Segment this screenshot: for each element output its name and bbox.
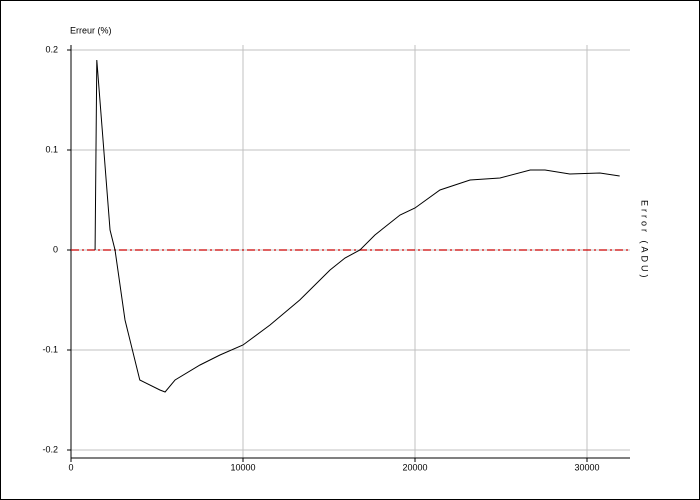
- y-tick-label: 0.2: [45, 44, 58, 54]
- y-tick-label: 0.1: [45, 144, 58, 154]
- x-tick-label: 0: [68, 462, 73, 472]
- y-axis-title: Erreur (%): [70, 25, 112, 35]
- y-tick-label: -0.1: [42, 344, 58, 354]
- y-tick-label: -0.2: [42, 444, 58, 454]
- data-line: [94, 59, 620, 393]
- x-tick-label: 10000: [230, 462, 255, 472]
- y-tick-label: 0: [53, 244, 58, 254]
- x-tick-label: 30000: [574, 462, 599, 472]
- x-tick-label: 20000: [402, 462, 427, 472]
- y2-axis-title: Error (ADU): [640, 200, 650, 281]
